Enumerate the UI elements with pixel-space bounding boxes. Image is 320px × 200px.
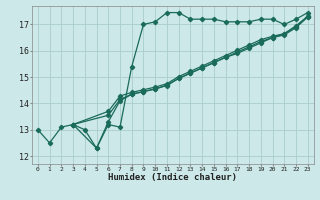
X-axis label: Humidex (Indice chaleur): Humidex (Indice chaleur) [108,173,237,182]
